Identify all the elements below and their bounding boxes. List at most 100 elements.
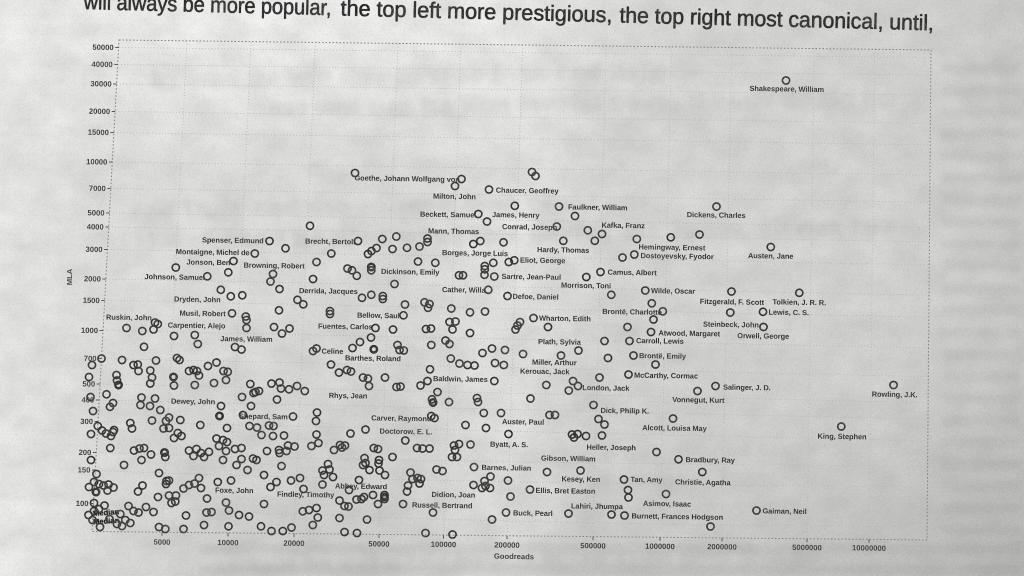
- svg-text:Dickinson, Emily: Dickinson, Emily: [381, 267, 440, 277]
- svg-text:Montaigne, Michel de: Montaigne, Michel de: [176, 247, 250, 257]
- svg-text:30000: 30000: [90, 79, 111, 88]
- svg-text:Dostoyevsky, Fyodor: Dostoyevsky, Fyodor: [640, 251, 714, 261]
- svg-text:Wilde, Oscar: Wilde, Oscar: [651, 286, 695, 296]
- svg-text:Fitzgerald, F. Scott: Fitzgerald, F. Scott: [700, 297, 765, 307]
- svg-text:Russell, Bertrand: Russell, Bertrand: [412, 500, 473, 510]
- svg-text:Steinbeck, John: Steinbeck, John: [703, 320, 760, 330]
- svg-text:Brontë, Emily: Brontë, Emily: [639, 351, 687, 361]
- svg-text:10000000: 10000000: [852, 543, 886, 553]
- svg-text:Ellis, Bret Easton: Ellis, Bret Easton: [535, 486, 596, 496]
- svg-text:100000: 100000: [431, 540, 456, 549]
- svg-text:Browning, Robert: Browning, Robert: [243, 261, 305, 271]
- svg-text:Milton, John: Milton, John: [433, 192, 477, 202]
- svg-text:1500: 1500: [83, 296, 100, 305]
- svg-text:40000: 40000: [91, 60, 112, 69]
- svg-text:Kesey, Ken: Kesey, Ken: [561, 474, 600, 484]
- svg-text:King, Stephen: King, Stephen: [817, 432, 867, 442]
- svg-text:Hardy, Thomas: Hardy, Thomas: [537, 245, 589, 255]
- svg-text:Didion, Joan: Didion, Joan: [431, 490, 475, 500]
- svg-text:Shakespeare, William: Shakespeare, William: [749, 84, 824, 94]
- svg-text:20000: 20000: [89, 107, 110, 116]
- svg-text:Bradbury, Ray: Bradbury, Ray: [685, 455, 735, 465]
- svg-text:Brontë, Charlotte: Brontë, Charlotte: [602, 307, 662, 317]
- svg-text:Auster, Paul: Auster, Paul: [502, 417, 544, 427]
- svg-text:Dickens, Charles: Dickens, Charles: [687, 210, 746, 220]
- svg-text:Buck, Pearl: Buck, Pearl: [513, 508, 553, 518]
- svg-text:Findley, Timothy: Findley, Timothy: [277, 490, 335, 500]
- svg-text:Cather, Willa: Cather, Willa: [442, 285, 487, 295]
- svg-text:20000: 20000: [283, 539, 304, 548]
- svg-text:MLA: MLA: [65, 268, 74, 285]
- svg-text:Kerouac, Jack: Kerouac, Jack: [520, 367, 571, 377]
- svg-text:James, Henry: James, Henry: [492, 210, 541, 220]
- svg-text:Tan, Amy: Tan, Amy: [630, 475, 663, 485]
- svg-text:Ruskin, John: Ruskin, John: [106, 313, 152, 323]
- svg-text:200000: 200000: [494, 540, 519, 549]
- svg-text:2000000: 2000000: [707, 542, 737, 552]
- svg-text:Eliot, George: Eliot, George: [520, 256, 565, 266]
- svg-text:McCarthy, Cormac: McCarthy, Cormac: [634, 371, 698, 381]
- svg-text:5000000: 5000000: [792, 543, 822, 553]
- svg-text:5000: 5000: [153, 538, 170, 547]
- svg-text:Salinger, J. D.: Salinger, J. D.: [723, 383, 771, 393]
- svg-text:10000: 10000: [217, 538, 238, 547]
- svg-text:Austen, Jane: Austen, Jane: [748, 251, 794, 261]
- svg-text:Byatt, A. S.: Byatt, A. S.: [490, 440, 528, 450]
- svg-text:Fuentes, Carlos: Fuentes, Carlos: [318, 322, 373, 332]
- svg-text:Miller, Arthur: Miller, Arthur: [532, 358, 577, 368]
- svg-text:200: 200: [79, 448, 92, 457]
- svg-text:Burnett, Frances Hodgson: Burnett, Frances Hodgson: [631, 511, 723, 521]
- svg-text:Camus, Albert: Camus, Albert: [607, 268, 657, 278]
- svg-text:Musil, Robert: Musil, Robert: [179, 309, 226, 319]
- svg-text:1000000: 1000000: [645, 542, 675, 552]
- svg-text:Carver, Raymond: Carver, Raymond: [371, 413, 432, 423]
- svg-text:50000: 50000: [92, 43, 113, 52]
- svg-text:500000: 500000: [580, 541, 605, 550]
- svg-text:Bellow, Saul: Bellow, Saul: [357, 311, 400, 321]
- svg-text:Goethe, Johann Wolfgang von: Goethe, Johann Wolfgang von: [354, 173, 460, 184]
- svg-text:150: 150: [78, 465, 91, 474]
- svg-text:Goodreads: Goodreads: [494, 552, 534, 562]
- svg-text:Barnes, Julian: Barnes, Julian: [481, 463, 531, 473]
- svg-text:Kafka, Franz: Kafka, Franz: [601, 221, 645, 231]
- svg-text:Dryden, John: Dryden, John: [174, 295, 221, 305]
- svg-text:Lewis, C. S.: Lewis, C. S.: [768, 308, 809, 318]
- svg-text:Carroll, Lewis: Carroll, Lewis: [636, 336, 684, 346]
- svg-text:Brecht, Bertolt: Brecht, Bertolt: [305, 237, 356, 247]
- svg-text:Derrida, Jacques: Derrida, Jacques: [299, 286, 358, 296]
- svg-text:Gibson, William: Gibson, William: [541, 454, 596, 464]
- svg-text:Wharton, Edith: Wharton, Edith: [539, 314, 592, 324]
- svg-text:Morrison, Toni: Morrison, Toni: [561, 281, 611, 291]
- svg-text:Shepard, Sam: Shepard, Sam: [239, 412, 288, 422]
- svg-text:2000: 2000: [84, 274, 101, 283]
- svg-text:Lahiri, Jhumpa: Lahiri, Jhumpa: [571, 501, 624, 511]
- svg-text:Borges, Jorge Luis: Borges, Jorge Luis: [442, 248, 508, 258]
- svg-text:James, William: James, William: [220, 334, 273, 344]
- svg-text:Dewey, John: Dewey, John: [171, 397, 216, 407]
- svg-text:Doctorow, E. L.: Doctorow, E. L.: [379, 427, 432, 437]
- svg-text:15000: 15000: [88, 128, 109, 137]
- svg-text:Spenser, Edmund: Spenser, Edmund: [202, 235, 264, 245]
- svg-text:1000: 1000: [81, 326, 98, 335]
- svg-text:Heller, Joseph: Heller, Joseph: [586, 443, 636, 453]
- svg-text:3000: 3000: [86, 245, 103, 254]
- svg-text:Christie, Agatha: Christie, Agatha: [675, 477, 732, 487]
- svg-text:Dick, Philip K.: Dick, Philip K.: [600, 406, 649, 416]
- svg-text:Tolkien, J. R. R.: Tolkien, J. R. R.: [772, 297, 826, 307]
- svg-text:Jonson, Ben: Jonson, Ben: [186, 258, 230, 268]
- svg-text:Faulkner, William: Faulkner, William: [568, 202, 628, 212]
- svg-text:100: 100: [76, 499, 89, 508]
- svg-text:Asimov, Isaac: Asimov, Isaac: [643, 499, 691, 509]
- svg-text:Barthes, Roland: Barthes, Roland: [345, 353, 402, 363]
- svg-text:Alcott, Louisa May: Alcott, Louisa May: [642, 423, 707, 433]
- svg-text:Vonnegut, Kurt: Vonnegut, Kurt: [672, 395, 725, 405]
- svg-text:300: 300: [80, 417, 93, 426]
- svg-text:Chaucer, Geoffrey: Chaucer, Geoffrey: [496, 186, 560, 196]
- svg-text:Plath, Sylvia: Plath, Sylvia: [538, 337, 582, 347]
- svg-text:Mann, Thomas: Mann, Thomas: [428, 226, 479, 236]
- svg-text:Beckett, Samuel: Beckett, Samuel: [420, 210, 476, 220]
- svg-text:Celine: Celine: [321, 347, 343, 356]
- svg-text:7000: 7000: [89, 184, 106, 193]
- svg-text:Sartre, Jean-Paul: Sartre, Jean-Paul: [501, 272, 561, 282]
- svg-text:50000: 50000: [368, 539, 389, 548]
